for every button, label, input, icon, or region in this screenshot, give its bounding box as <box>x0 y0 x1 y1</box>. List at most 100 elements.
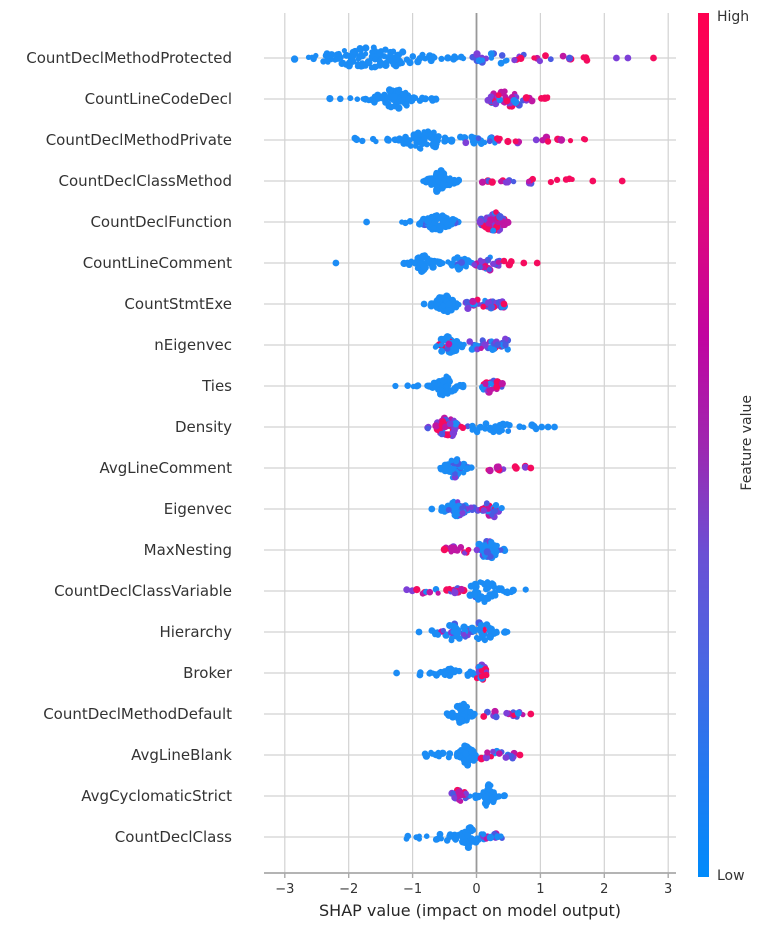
dot <box>419 94 426 101</box>
dot <box>508 753 515 760</box>
dot <box>488 55 495 61</box>
dot <box>557 136 566 144</box>
colorbar-low-label: Low <box>717 868 745 884</box>
dot <box>412 259 418 265</box>
feature-label-CountDeclMethodPrivate: CountDeclMethodPrivate <box>45 131 232 149</box>
dot <box>542 52 549 60</box>
dot <box>503 709 510 717</box>
dot <box>446 622 454 629</box>
dot <box>465 547 471 553</box>
dot <box>486 786 493 793</box>
dot <box>491 789 497 796</box>
feature-label-CountDeclClassMethod: CountDeclClassMethod <box>58 172 232 190</box>
dot <box>432 422 440 430</box>
dot <box>485 781 493 789</box>
dot <box>481 793 489 801</box>
dot <box>456 667 463 675</box>
dot <box>443 373 450 380</box>
dot <box>456 177 462 184</box>
dot <box>475 135 482 141</box>
dot <box>505 261 513 269</box>
dot <box>483 595 490 603</box>
dot <box>471 261 478 268</box>
dot <box>554 176 561 183</box>
swarm-row-Density <box>424 414 558 440</box>
dot <box>443 710 451 717</box>
outlier-dot <box>527 464 535 472</box>
dot <box>379 60 385 66</box>
swarm-row-Hierarchy <box>415 619 511 644</box>
dot <box>467 708 474 716</box>
dot <box>469 297 477 306</box>
dot <box>456 635 463 642</box>
dot <box>404 382 412 390</box>
swarm-row-Broker <box>393 661 490 683</box>
dot <box>403 56 411 63</box>
dot <box>326 95 334 103</box>
dot <box>363 51 369 57</box>
swarm-row-CountLineComment <box>332 252 541 275</box>
dot <box>362 44 370 52</box>
dot <box>405 95 411 102</box>
dot <box>484 256 492 264</box>
dot <box>358 47 364 54</box>
dot <box>451 713 457 719</box>
dot <box>387 103 395 111</box>
dot <box>438 430 446 438</box>
dot <box>436 134 442 140</box>
dot <box>443 837 451 844</box>
dot <box>505 428 511 435</box>
feature-label-nEigenvec: nEigenvec <box>154 336 232 354</box>
dot <box>396 86 403 93</box>
dot <box>459 505 465 511</box>
dot <box>462 750 470 758</box>
swarm-row-CountDeclMethodPrivate <box>351 128 589 152</box>
x-tick-label: 0 <box>472 882 481 897</box>
dot <box>445 300 453 308</box>
dot <box>435 590 441 596</box>
feature-label-CountDeclFunction: CountDeclFunction <box>90 213 232 231</box>
dot <box>429 136 436 143</box>
dot <box>437 464 443 471</box>
dot <box>471 755 477 762</box>
swarm-row-CountDeclFunction <box>363 209 512 234</box>
outlier-dot <box>618 177 626 185</box>
dot <box>494 341 501 349</box>
dot <box>445 506 452 513</box>
dot <box>458 423 465 430</box>
dot <box>402 220 409 227</box>
outlier-dot <box>589 177 597 185</box>
dot <box>509 586 517 594</box>
dot <box>438 504 446 511</box>
dot <box>429 751 436 757</box>
swarm-row-CountDeclClass <box>403 824 505 852</box>
dot <box>452 505 459 512</box>
dot <box>559 52 567 60</box>
outlier-dot <box>415 628 423 636</box>
dot <box>454 510 462 517</box>
dot <box>399 48 407 56</box>
outlier-dot <box>516 751 524 759</box>
dot <box>417 669 424 676</box>
dot <box>359 137 366 145</box>
dot <box>470 139 478 147</box>
dot <box>473 50 481 58</box>
dot <box>486 138 493 145</box>
beeswarm-dots <box>290 44 657 852</box>
dot <box>512 138 519 145</box>
dot <box>470 590 478 599</box>
dot <box>443 136 451 143</box>
dot <box>428 627 436 634</box>
dot <box>464 843 472 852</box>
dot <box>453 629 461 638</box>
dot <box>482 753 491 762</box>
outlier-dot <box>500 300 508 308</box>
dot <box>497 59 505 67</box>
swarm-row-CountDeclClassMethod <box>420 167 626 195</box>
dot <box>487 424 494 431</box>
dot <box>459 381 467 389</box>
dot <box>425 382 433 390</box>
dot <box>499 427 505 434</box>
x-tick-label: −1 <box>403 882 423 897</box>
dot <box>458 716 465 724</box>
